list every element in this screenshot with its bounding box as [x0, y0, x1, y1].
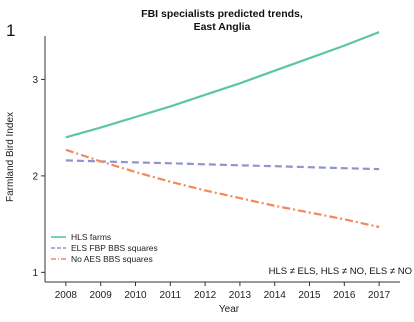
x-tick-label: 2014	[264, 290, 287, 301]
y-tick-label: 1	[32, 268, 38, 279]
x-tick-label: 2013	[229, 290, 252, 301]
series-line-2	[65, 159, 380, 171]
x-tick-label: 2009	[90, 290, 113, 301]
x-tick-label: 2012	[194, 290, 217, 301]
x-tick-label: 2015	[298, 290, 321, 301]
x-tick-label: 2008	[55, 290, 78, 301]
y-tick-label: 2	[32, 171, 38, 182]
x-tick-label: 2010	[124, 290, 147, 301]
significance-annotation: HLS ≠ ELS, HLS ≠ NO, ELS ≠ NO	[269, 266, 412, 277]
x-tick-label: 2011	[160, 290, 182, 301]
series-line-1	[65, 31, 380, 139]
legend-label-3: No AES BBS squares	[71, 254, 153, 264]
panel-label: 1	[6, 21, 15, 40]
series-group	[65, 31, 380, 229]
x-tick-label: 2016	[333, 290, 356, 301]
y-tick-label: 3	[32, 75, 38, 86]
series-line-3	[65, 148, 380, 229]
x-tick-label: 2017	[368, 290, 391, 301]
axes: 1 2 3 2008 2009 2010 2011 2012 2013 2014 2015 2016 2…	[32, 36, 400, 301]
legend-label-2: ELS FBP BBS squares	[71, 243, 158, 253]
chart-subtitle: East Anglia	[194, 21, 251, 33]
legend-label-1: HLS farms	[71, 232, 111, 242]
y-axis-label: Farmland Bird Index	[5, 112, 16, 202]
x-axis-label: Year	[219, 304, 240, 315]
chart-title: FBI specialists predicted trends,	[141, 8, 303, 20]
